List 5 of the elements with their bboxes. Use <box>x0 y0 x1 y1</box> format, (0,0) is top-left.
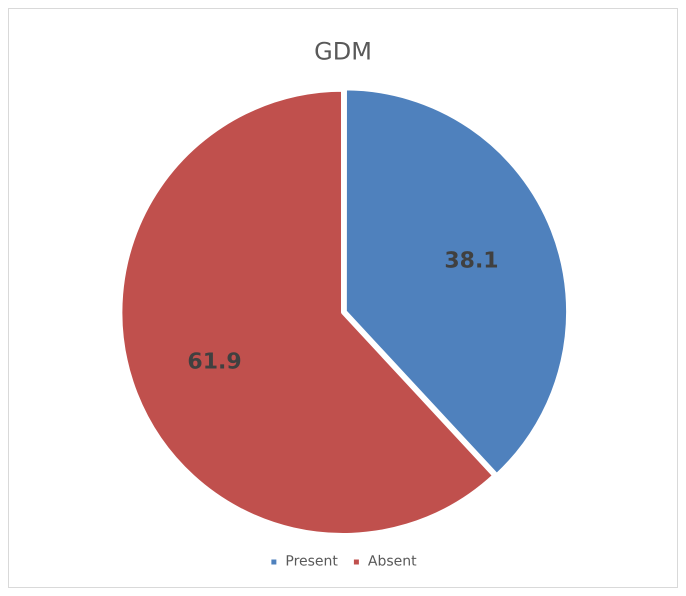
legend-label: Absent <box>368 554 418 570</box>
data-label: 61.9 <box>187 350 242 375</box>
chart-title: GDM <box>314 38 372 66</box>
data-label: 38.1 <box>444 248 499 274</box>
legend-label: Present <box>285 554 338 570</box>
